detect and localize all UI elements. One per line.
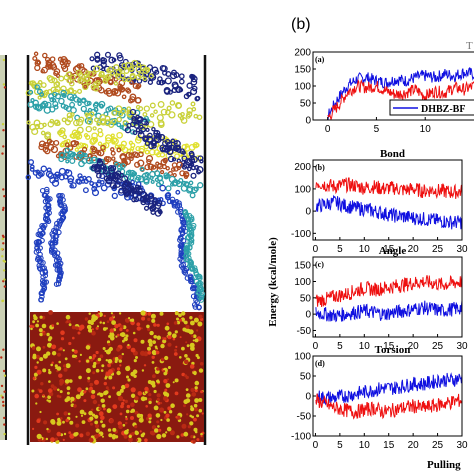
subplot-title: Angle — [379, 245, 407, 257]
y-tick-label: -50 — [297, 326, 312, 337]
y-tick-label: 50 — [300, 372, 312, 383]
subplot-label: (b) — [315, 163, 325, 172]
x-tick-label: 30 — [456, 244, 468, 255]
x-tick-label: 30 — [456, 440, 468, 451]
y-tick-label: 0 — [305, 392, 311, 403]
cut-title-fragment: T — [466, 40, 473, 52]
series-line-3-0 — [315, 372, 462, 406]
y-tick-label: 0 — [305, 116, 311, 127]
x-tick-label: 15 — [383, 244, 395, 255]
x-tick-label: 20 — [408, 244, 420, 255]
x-tick-label: 25 — [432, 341, 444, 352]
y-tick-label: -100 — [291, 229, 311, 240]
x-tick-label: 20 — [408, 440, 420, 451]
y-tick-label: 50 — [300, 99, 312, 110]
panel-label: (b) — [291, 16, 311, 33]
x-tick-label: 0 — [313, 244, 319, 255]
x-tick-label: 0 — [325, 124, 331, 135]
chart-frame — [312, 256, 463, 338]
series-line-0-0 — [327, 66, 474, 120]
molecular-snapshot-image — [0, 51, 207, 445]
y-tick-label: 0 — [305, 207, 311, 218]
chart-0: 200 150 100 50 0 0 5 10 (a) DHBZ-BF — [294, 48, 474, 135]
y-tick-label: 100 — [294, 184, 311, 195]
y-tick-label: 50 — [300, 293, 312, 304]
x-tick-label: 5 — [337, 440, 343, 451]
y-tick-label: 0 — [305, 310, 311, 321]
y-tick-label: -100 — [291, 432, 311, 443]
subplot-title: Bond — [380, 148, 405, 160]
chart-frame — [312, 159, 463, 241]
y-tick-label: -50 — [297, 412, 312, 423]
x-tick-label: 5 — [337, 341, 343, 352]
y-tick-label: 200 — [294, 162, 311, 173]
x-tick-label: 10 — [359, 244, 371, 255]
y-tick-label: 100 — [294, 352, 311, 363]
y-tick-label: 150 — [294, 261, 311, 272]
x-tick-label: 10 — [359, 440, 371, 451]
series-line-0-1 — [327, 79, 474, 120]
series-line-1-0 — [315, 177, 462, 200]
x-tick-label: 20 — [408, 341, 420, 352]
x-tick-label: 25 — [432, 244, 444, 255]
y-tick-label: 150 — [294, 65, 311, 76]
subplot-title: Torsion — [375, 344, 411, 356]
y-tick-label: 100 — [294, 277, 311, 288]
series-line-2-0 — [315, 274, 462, 308]
legend: DHBZ-BF — [389, 99, 474, 116]
x-tick-label: 30 — [456, 341, 468, 352]
legend-label: DHBZ-BF — [421, 104, 465, 115]
x-tick-label: 10 — [359, 341, 371, 352]
series-line-2-1 — [315, 300, 462, 323]
x-axis-label: Pulling — [427, 459, 461, 471]
x-tick-label: 5 — [337, 244, 343, 255]
x-tick-label: 10 — [420, 124, 432, 135]
y-tick-label: 100 — [294, 82, 311, 93]
x-tick-label: 5 — [374, 124, 380, 135]
subplot-label: (d) — [315, 359, 325, 368]
x-tick-label: 0 — [313, 341, 319, 352]
subplot-label: (a) — [315, 55, 325, 64]
y-axis-label: Energy (kcal/mole) — [267, 237, 279, 327]
series-line-1-1 — [315, 194, 462, 230]
subplot-label: (c) — [315, 260, 324, 269]
x-tick-label: 15 — [383, 440, 395, 451]
x-tick-label: 25 — [432, 440, 444, 451]
x-tick-label: 15 — [383, 341, 395, 352]
x-tick-label: 0 — [313, 440, 319, 451]
series-line-3-1 — [315, 393, 462, 420]
legend-box — [389, 99, 474, 116]
y-tick-label: 200 — [294, 48, 311, 59]
